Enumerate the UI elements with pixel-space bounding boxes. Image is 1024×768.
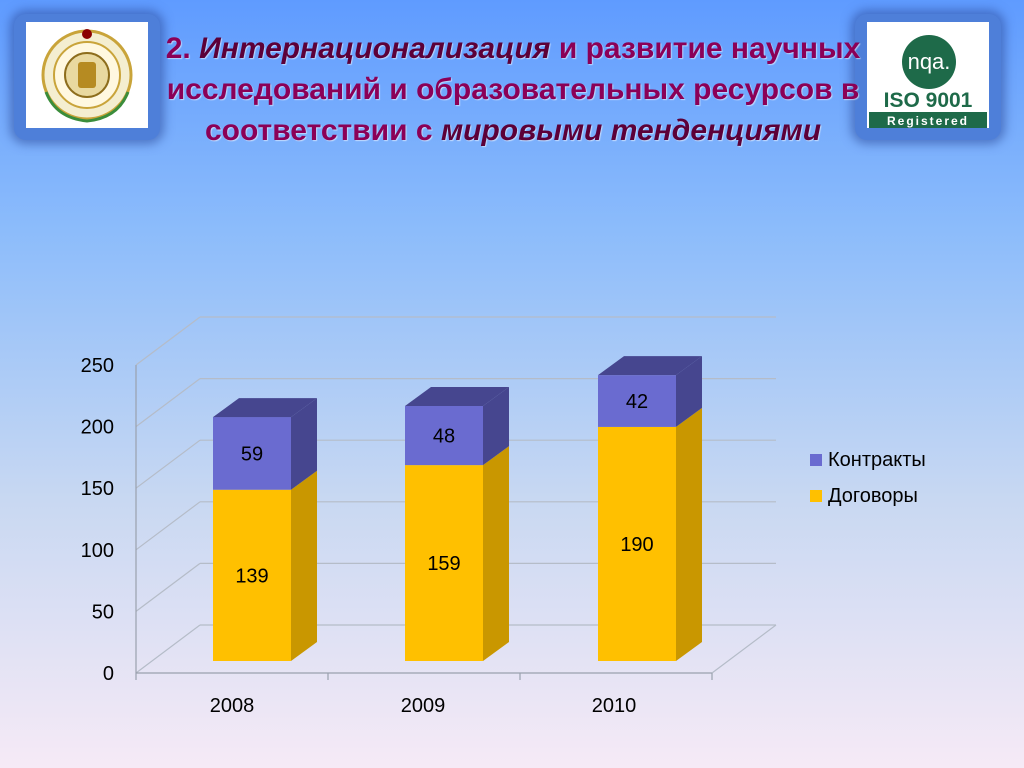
data-label-2010-contracts: 42 xyxy=(626,391,648,413)
data-label-2009-agreements: 159 xyxy=(427,553,460,575)
bar-side-2009-contracts xyxy=(483,386,509,466)
bar-2010-contracts xyxy=(598,375,676,427)
bar-2009-contracts xyxy=(405,405,483,466)
bar-top-2008 xyxy=(213,398,317,418)
bar-2008-contracts xyxy=(213,417,291,490)
data-label-2008-agreements: 139 xyxy=(235,565,268,587)
bar-top-2010 xyxy=(598,356,702,376)
bar-side-2010-agreements xyxy=(676,407,702,661)
data-label-2010-agreements: 190 xyxy=(620,534,653,556)
gridline-side xyxy=(135,501,201,551)
chart-legend: Контракты Договоры xyxy=(810,442,926,514)
bar-side-2008-agreements xyxy=(291,470,317,661)
legend-swatch xyxy=(810,490,822,502)
iso-certification-icon: nqa. ISO 9001 Registered xyxy=(869,35,987,128)
gridline-side xyxy=(135,562,201,612)
y-tick-label: 250 xyxy=(81,355,114,377)
bar-2009-agreements xyxy=(405,465,483,661)
title-text: и развитие научных исследований и образо… xyxy=(166,32,861,147)
slide-title: 2. Интернационализация и развитие научны… xyxy=(160,28,866,151)
legend-swatch xyxy=(810,454,822,466)
bar-2008-agreements xyxy=(213,489,291,661)
gridline-side xyxy=(135,316,201,366)
gridline-side xyxy=(135,378,201,428)
title-number: 2. xyxy=(165,32,191,65)
iso-brand-text: nqa. xyxy=(908,49,951,74)
gridline-side xyxy=(135,624,201,674)
iso-logo: nqa. ISO 9001 Registered xyxy=(855,14,1001,140)
data-label-2008-contracts: 59 xyxy=(241,443,263,465)
data-label-2009-contracts: 48 xyxy=(433,426,455,448)
gridline-side xyxy=(135,439,201,489)
bar-side-2009-agreements xyxy=(483,446,509,661)
legend-item: Договоры xyxy=(810,478,926,514)
bar-top-2009 xyxy=(405,386,509,406)
floor-edge xyxy=(711,624,777,674)
university-seal-icon xyxy=(41,29,133,123)
x-tick-label: 2010 xyxy=(592,695,637,717)
y-tick-label: 50 xyxy=(92,601,114,623)
y-tick-label: 200 xyxy=(81,417,114,439)
iso-status-text: Registered xyxy=(887,114,969,128)
bar-side-2008-contracts xyxy=(291,398,317,490)
x-tick-label: 2009 xyxy=(401,695,446,717)
bar-2010-agreements xyxy=(598,426,676,661)
title-highlight: Интернационализация xyxy=(199,32,551,65)
iso-standard-text: ISO 9001 xyxy=(884,89,973,112)
bar-side-2010-contracts xyxy=(676,356,702,427)
y-tick-label: 150 xyxy=(81,478,114,500)
y-tick-label: 100 xyxy=(81,540,114,562)
title-highlight-2: мировыми тенденциями xyxy=(440,114,822,147)
legend-label: Договоры xyxy=(828,484,918,507)
x-tick-label: 2008 xyxy=(210,695,255,717)
legend-item: Контракты xyxy=(810,442,926,478)
y-tick-label: 0 xyxy=(103,663,114,685)
university-logo xyxy=(14,14,160,140)
legend-label: Контракты xyxy=(828,448,926,471)
